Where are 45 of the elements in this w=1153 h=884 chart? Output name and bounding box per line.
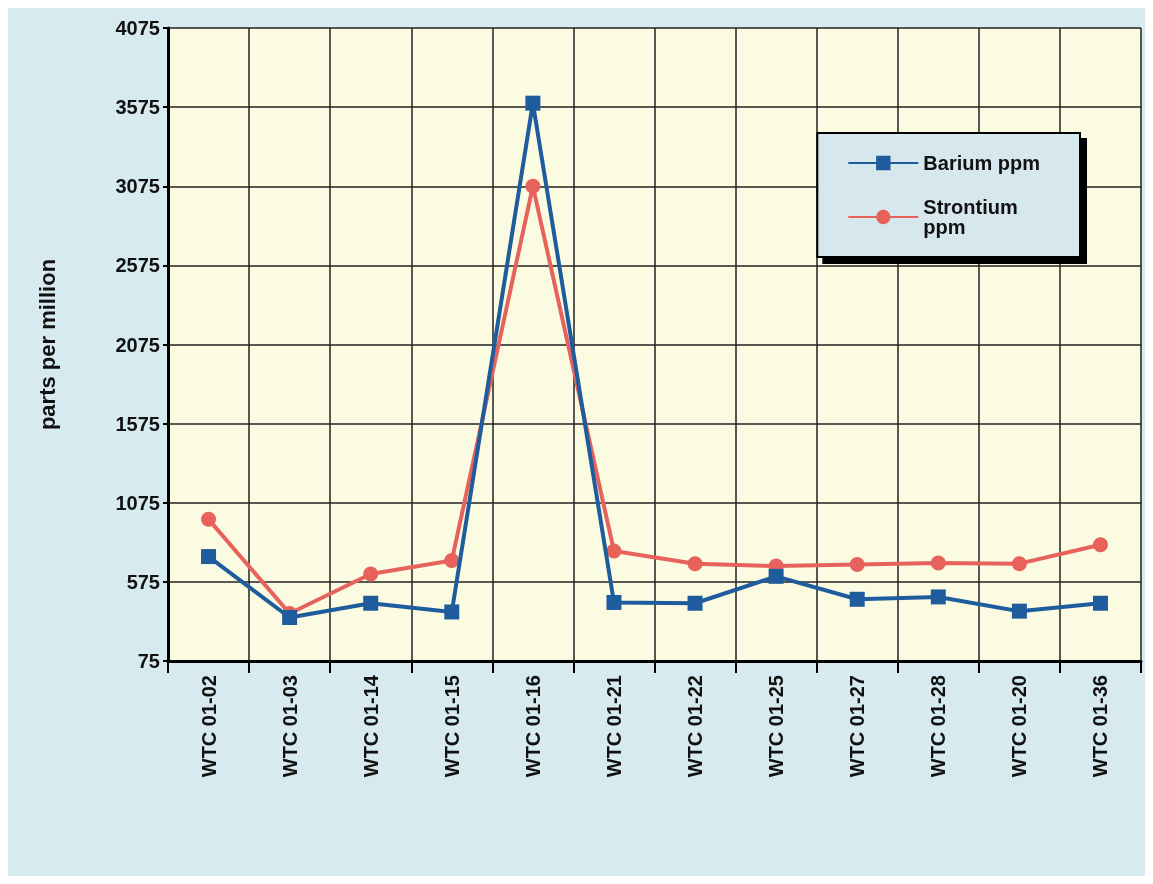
y-tick-label: 1075 bbox=[115, 491, 160, 514]
point bbox=[444, 604, 460, 620]
point bbox=[606, 594, 622, 610]
x-tick-label: WTC 01-27 bbox=[846, 675, 869, 778]
point bbox=[687, 595, 703, 611]
point bbox=[525, 95, 541, 111]
point bbox=[849, 556, 865, 572]
point bbox=[687, 556, 703, 572]
x-tick-label: WTC 01-03 bbox=[278, 675, 301, 778]
x-tick-label: WTC 01-16 bbox=[521, 675, 544, 778]
point bbox=[201, 511, 217, 527]
point bbox=[1011, 556, 1027, 572]
point bbox=[444, 553, 460, 569]
y-tick-label: 2075 bbox=[115, 333, 160, 356]
y-tick-label: 575 bbox=[126, 570, 160, 593]
y-tick-label: 3575 bbox=[115, 96, 160, 119]
legend-label: Barium ppm bbox=[923, 152, 1041, 174]
point bbox=[363, 595, 379, 611]
point bbox=[606, 543, 622, 559]
point bbox=[930, 589, 946, 605]
x-tick-label: WTC 01-22 bbox=[684, 675, 707, 778]
x-tick-label: WTC 01-14 bbox=[359, 674, 382, 778]
point bbox=[849, 591, 865, 607]
point bbox=[201, 549, 217, 565]
point bbox=[1092, 595, 1108, 611]
point bbox=[768, 568, 784, 584]
x-tick-label: WTC 01-28 bbox=[927, 675, 950, 778]
legend-label: Strontium ppm bbox=[923, 196, 1024, 238]
point bbox=[525, 178, 541, 194]
y-tick-label: 75 bbox=[137, 650, 160, 672]
x-tick-label: WTC 01-15 bbox=[440, 675, 463, 778]
point bbox=[930, 555, 946, 571]
point bbox=[1092, 537, 1108, 553]
y-tick-label: 3075 bbox=[115, 175, 160, 198]
point bbox=[1011, 603, 1027, 619]
y-tick-label: 4075 bbox=[115, 17, 160, 39]
x-tick-label: WTC 01-25 bbox=[765, 675, 788, 778]
y-tick-label: 2575 bbox=[115, 254, 160, 277]
x-tick-label: WTC 01-36 bbox=[1089, 675, 1112, 778]
y-tick-label: 1575 bbox=[115, 412, 160, 435]
x-tick-label: WTC 01-02 bbox=[197, 675, 220, 778]
x-tick-label: WTC 01-21 bbox=[602, 675, 625, 778]
x-tick-label: WTC 01-20 bbox=[1008, 675, 1031, 778]
point bbox=[363, 566, 379, 582]
y-axis-title: parts per million bbox=[34, 258, 60, 431]
